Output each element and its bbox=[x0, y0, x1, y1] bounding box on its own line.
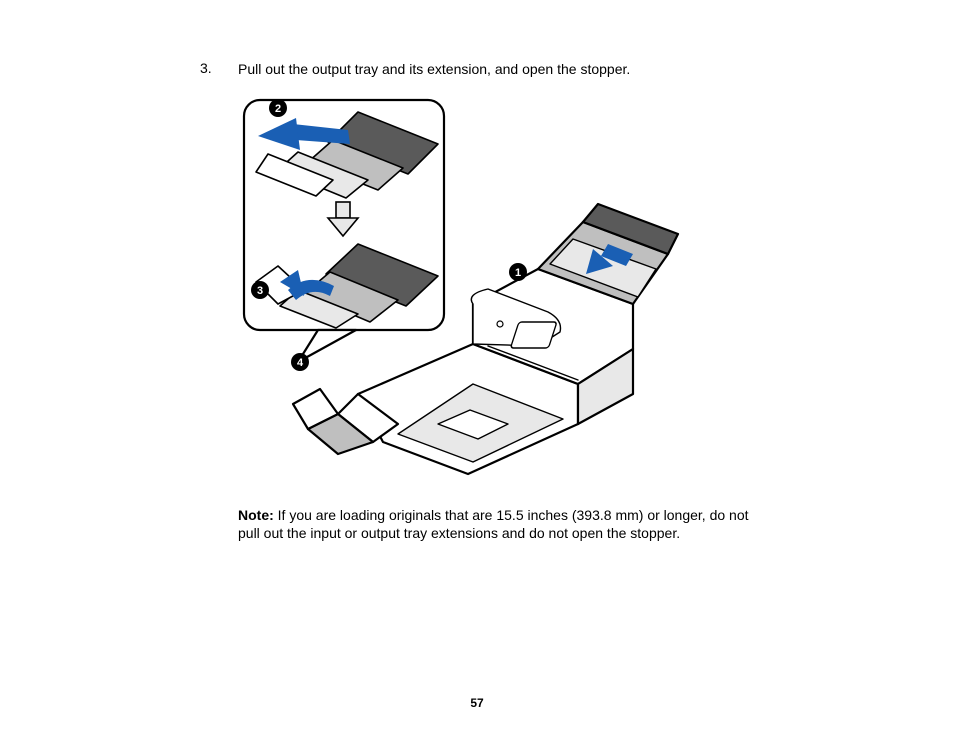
step-number: 3. bbox=[200, 60, 238, 76]
illustration: 1 2 3 4 bbox=[238, 94, 698, 484]
step-text: Pull out the output tray and its extensi… bbox=[238, 60, 630, 80]
note-text: If you are loading originals that are 15… bbox=[238, 507, 749, 542]
callout-2: 2 bbox=[275, 103, 281, 115]
note-block: Note: If you are loading originals that … bbox=[238, 506, 758, 544]
step-row: 3. Pull out the output tray and its exte… bbox=[200, 60, 854, 80]
callout-3: 3 bbox=[257, 285, 263, 297]
callout-4: 4 bbox=[297, 357, 304, 369]
note-label: Note: bbox=[238, 507, 274, 523]
callout-1: 1 bbox=[515, 267, 521, 279]
page-number: 57 bbox=[0, 696, 954, 710]
page-content: 3. Pull out the output tray and its exte… bbox=[0, 0, 954, 543]
scanner-diagram: 1 2 3 4 bbox=[238, 94, 698, 484]
